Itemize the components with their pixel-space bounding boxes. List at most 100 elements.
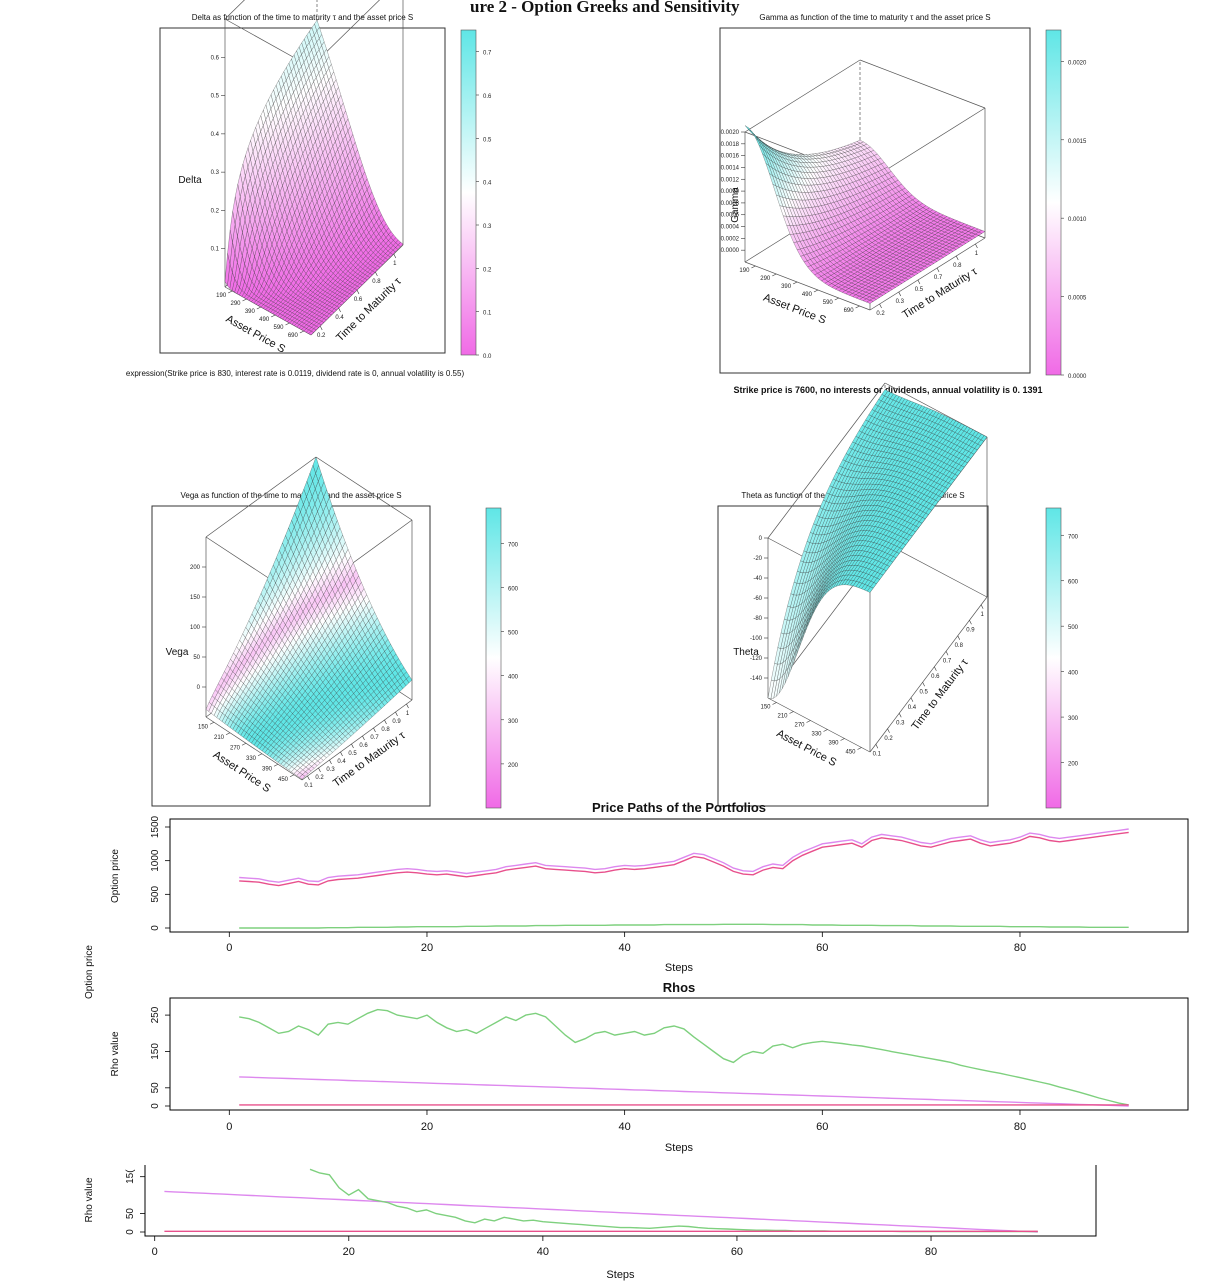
x-tick-label: 590: [823, 300, 834, 306]
page-top-title: ure 2 - Option Greeks and Sensitivity: [470, 0, 740, 16]
colorbar: [460, 29, 477, 356]
z-tick-label: 0.6: [211, 55, 220, 61]
box-edge: [744, 261, 871, 311]
x-tick: [299, 330, 304, 334]
y-tick-label: 1: [393, 261, 397, 267]
y-tick-label: 1: [975, 251, 979, 257]
z-tick-label: 0.0002: [721, 236, 740, 242]
x-tick-label: 210: [214, 735, 225, 741]
colorbar-tick-label: 0.4: [483, 181, 492, 187]
plot-frame: [159, 27, 446, 354]
y-tick-label: 0.2: [876, 311, 885, 317]
box-edge: [744, 59, 861, 133]
colorbar-tick-label: 600: [508, 586, 519, 592]
x-tick: [228, 290, 233, 294]
x-axis-label: Asset Price S: [762, 292, 828, 327]
y-tick: [356, 289, 360, 295]
y-tick-label: 0.7: [370, 735, 379, 741]
colorbar-tick-label: 0.6: [483, 94, 492, 100]
z-tick-label: 0.0020: [721, 130, 740, 136]
colorbar-tick-label: 0.1: [483, 311, 492, 317]
surface-chart-1: Delta as function of the time to maturit…: [126, 0, 492, 378]
x-tick: [289, 774, 295, 778]
surface-mesh: [224, 19, 404, 336]
colorbar-tick-label: 500: [508, 631, 519, 637]
x-tick-label: 330: [246, 756, 257, 762]
colorbar-tick-label: 0.7: [483, 51, 492, 57]
z-tick-label: 0.0016: [721, 154, 740, 160]
surface-cell: [748, 129, 755, 136]
y-tick-label: 0.8: [953, 263, 962, 269]
y-tick-label: 0.5: [915, 287, 924, 293]
surface-cell: [751, 132, 759, 139]
x-tick-label: 150: [198, 724, 209, 730]
x-tick: [273, 763, 279, 767]
colorbar: [485, 507, 502, 809]
y-tick: [319, 325, 323, 331]
x-tick-label: 490: [802, 292, 813, 298]
z-tick-label: 100: [190, 625, 201, 631]
z-axis-label: Vega: [166, 647, 189, 658]
y-tick-label: 1: [406, 711, 410, 717]
x-tick: [209, 721, 215, 725]
z-axis-label: Delta: [178, 175, 202, 186]
y-tick-label: 0.9: [392, 719, 401, 725]
y-tick-label: 0.4: [335, 315, 344, 321]
x-tick: [257, 753, 263, 757]
y-tick: [917, 279, 921, 285]
y-tick: [936, 267, 940, 273]
y-tick: [955, 255, 959, 261]
z-tick-label: 0.0004: [721, 225, 740, 231]
x-axis-label: Asset Price S: [224, 313, 287, 356]
x-tick: [772, 273, 777, 277]
chart-caption: expression(Strike price is 830, interest…: [126, 369, 465, 378]
z-tick-label: 0.4: [211, 132, 220, 138]
y-tick: [393, 253, 397, 259]
y-tick-label: 0.3: [896, 299, 905, 305]
chart-title: Vega as function of the time to maturity…: [180, 491, 401, 500]
colorbar-tick-label: 0.0000: [1068, 374, 1087, 380]
chart-title: Delta as function of the time to maturit…: [192, 13, 414, 22]
y-tick: [351, 743, 354, 749]
y-tick: [307, 775, 310, 781]
y-tick-label: 0.2: [315, 775, 324, 781]
x-tick: [751, 265, 756, 269]
y-tick-label: 0.8: [372, 279, 381, 285]
colorbar-tick-label: 0.0020: [1068, 60, 1087, 66]
colorbar-tick-label: 0.0005: [1068, 296, 1087, 302]
colorbar-tick-label: 0.5: [483, 137, 492, 143]
surface-plots-layer: Delta as function of the time to maturit…: [126, 0, 1087, 809]
colorbar-tick-label: 700: [508, 542, 519, 548]
x-tick-label: 450: [278, 777, 289, 783]
z-tick-label: 0.0012: [721, 177, 740, 183]
x-tick: [225, 732, 231, 736]
x-tick-label: 190: [216, 293, 227, 299]
y-tick-label: 0.6: [354, 297, 363, 303]
colorbar: [1045, 29, 1062, 376]
x-tick-label: 390: [245, 309, 256, 315]
colorbar-tick-label: 0.2: [483, 267, 492, 273]
y-tick: [329, 759, 332, 765]
y-tick: [395, 711, 398, 717]
z-tick-label: 50: [193, 655, 200, 661]
y-tick-label: 0.2: [317, 333, 326, 339]
x-tick: [834, 297, 839, 301]
x-tick-label: 590: [273, 325, 284, 331]
y-tick-label: 0.3: [326, 767, 335, 773]
z-tick-label: 0: [197, 685, 201, 691]
x-tick: [271, 314, 276, 318]
y-tick-label: 0.7: [934, 275, 943, 281]
z-tick-label: 150: [190, 595, 201, 601]
x-tick-label: 690: [844, 308, 855, 314]
x-tick-label: 390: [262, 766, 273, 772]
x-tick: [855, 305, 860, 309]
x-tick-label: 290: [230, 301, 241, 307]
z-tick-label: 0.0018: [721, 142, 740, 148]
z-tick-label: 0.5: [211, 94, 220, 100]
y-tick: [879, 303, 882, 309]
y-tick: [373, 727, 376, 733]
colorbar-tick-label: 0.3: [483, 224, 492, 230]
z-tick-label: 0.1: [211, 247, 220, 253]
colorbar-tick-label: 0.0010: [1068, 217, 1087, 223]
